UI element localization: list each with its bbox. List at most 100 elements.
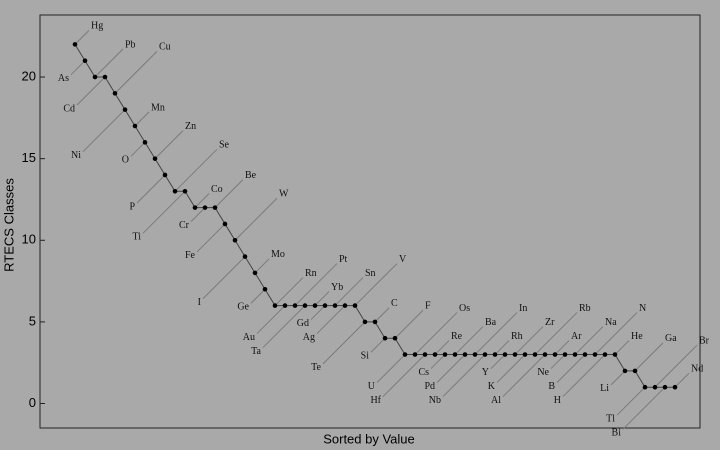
data-point: [352, 303, 358, 308]
callout-line: [194, 193, 210, 208]
point-label: Au: [243, 332, 255, 343]
callout-line: [136, 174, 166, 204]
callout-line: [334, 277, 364, 306]
point-label: W: [279, 189, 289, 200]
callout-line: [622, 386, 666, 430]
callout-line: [262, 305, 306, 348]
data-point: [82, 58, 88, 64]
point-label: Tl: [606, 413, 615, 424]
data-point: [472, 352, 478, 357]
data-point: [332, 303, 338, 308]
callout-line: [654, 344, 698, 388]
point-label: Ta: [251, 346, 261, 357]
callout-line: [490, 354, 506, 369]
callout-line: [374, 307, 390, 323]
point-label: As: [58, 73, 69, 84]
data-point: [342, 303, 348, 308]
callout-line: [370, 337, 386, 353]
point-label: Mo: [271, 249, 285, 260]
callout-line: [134, 111, 150, 127]
callout-line: [94, 48, 124, 78]
data-point: [162, 172, 168, 178]
point-label: V: [399, 254, 407, 265]
point-label: Cs: [418, 367, 429, 378]
point-label: Co: [211, 184, 223, 195]
callout-line: [394, 309, 424, 339]
point-label: Pd: [424, 381, 435, 392]
data-point: [272, 303, 278, 308]
callout-line: [214, 179, 244, 208]
data-point: [182, 189, 188, 194]
callout-line: [294, 263, 338, 306]
point-label: Ba: [485, 317, 497, 328]
point-label: Ti: [132, 232, 141, 243]
callout-line: [574, 326, 604, 355]
callout-line: [234, 197, 278, 241]
data-point: [252, 270, 258, 276]
callout-line: [82, 109, 126, 153]
callout-line: [430, 354, 446, 369]
data-point: [532, 352, 538, 357]
point-label: Nb: [429, 395, 441, 406]
point-label: N: [639, 303, 646, 314]
data-point: [262, 286, 268, 292]
point-label: Fe: [185, 250, 196, 261]
y-axis-label: RTECS Classes: [1, 178, 16, 272]
callout-line: [414, 312, 458, 355]
data-point: [512, 352, 518, 357]
data-point: [232, 237, 238, 243]
data-point: [452, 352, 458, 357]
point-label: In: [519, 303, 527, 314]
x-axis-label: Sorted by Value: [323, 431, 415, 446]
point-label: Te: [311, 362, 321, 373]
point-label: Os: [459, 303, 470, 314]
point-label: P: [129, 201, 135, 212]
point-label: Bi: [612, 427, 622, 438]
point-label: He: [631, 331, 643, 342]
point-label: Yb: [331, 282, 343, 293]
data-point: [592, 352, 598, 357]
data-point: [132, 123, 138, 129]
data-point: [362, 319, 368, 325]
data-point: [552, 352, 558, 357]
data-point: [602, 352, 608, 357]
data-point: [92, 74, 98, 80]
callout-line: [562, 354, 606, 397]
data-point: [312, 303, 318, 308]
data-point: [222, 221, 228, 227]
callout-line: [436, 354, 466, 383]
point-label: Ni: [71, 150, 81, 161]
y-tick-label: 20: [22, 68, 36, 83]
callout-line: [556, 354, 586, 383]
point-label: Zn: [185, 121, 196, 132]
point-label: Ag: [303, 332, 315, 343]
callout-line: [494, 340, 510, 355]
data-point: [462, 352, 468, 357]
data-point: [152, 156, 158, 161]
data-point: [672, 384, 678, 390]
point-label: Mn: [151, 102, 165, 113]
callout-line: [322, 321, 366, 365]
data-point: [662, 384, 668, 390]
callout-line: [190, 207, 206, 222]
point-label: Al: [491, 395, 501, 406]
data-point: [402, 352, 408, 357]
data-point: [72, 42, 78, 47]
callout-line: [550, 354, 566, 369]
data-point: [302, 303, 308, 308]
callout-line: [74, 30, 90, 45]
point-label: Na: [605, 317, 617, 328]
point-label: Sn: [365, 268, 376, 279]
data-point: [322, 303, 328, 308]
callout-line: [196, 223, 226, 253]
point-label: Ar: [571, 331, 582, 342]
y-tick-label: 5: [29, 313, 36, 328]
callout-line: [76, 76, 106, 106]
data-point: [562, 352, 568, 357]
point-label: Cu: [159, 42, 171, 53]
y-tick-label: 15: [22, 150, 36, 165]
point-label: Hg: [91, 21, 103, 32]
data-point: [492, 352, 498, 357]
point-label: Re: [451, 331, 463, 342]
